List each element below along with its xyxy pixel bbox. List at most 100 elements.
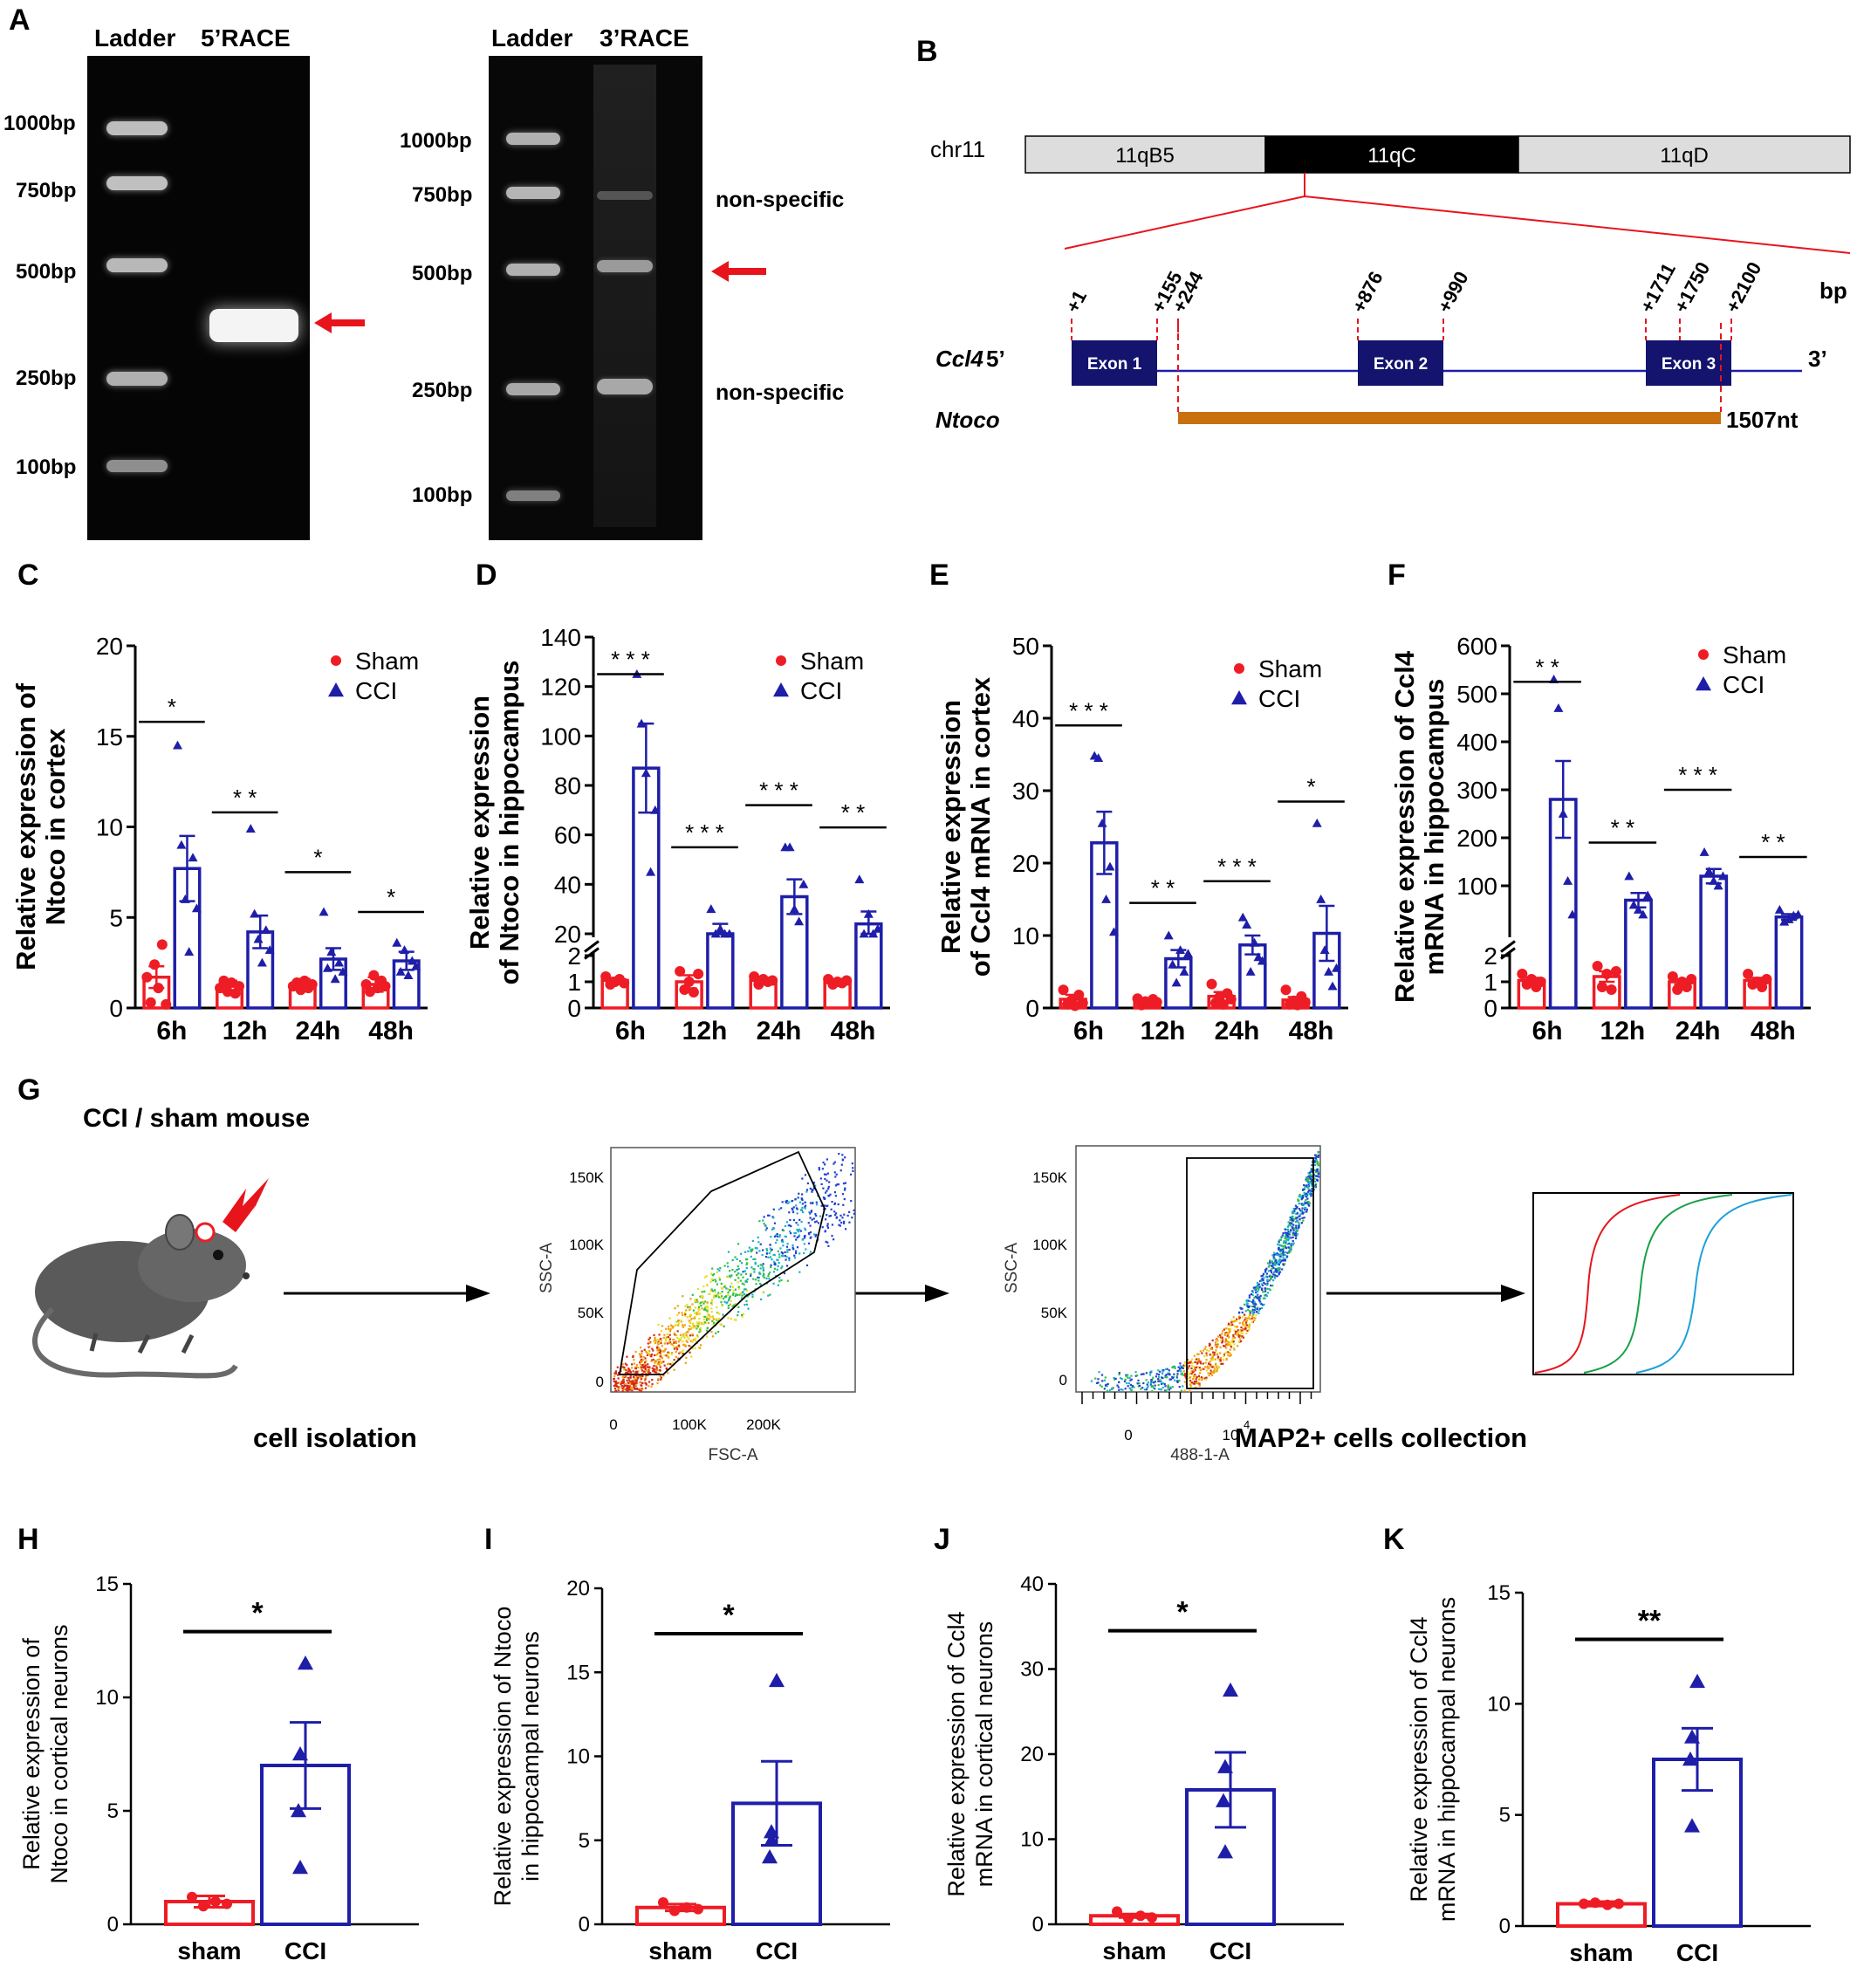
- flow2-dot: [1307, 1203, 1310, 1206]
- point-CCI-3: [292, 1860, 308, 1875]
- flow2-dot: [1292, 1242, 1295, 1244]
- flow1-dot: [697, 1308, 700, 1311]
- flow1-dot: [812, 1202, 814, 1205]
- flow2-dot: [1278, 1272, 1280, 1274]
- flow1-dot: [651, 1382, 654, 1386]
- flow1-dot: [634, 1380, 637, 1382]
- flow2-dot: [1251, 1320, 1253, 1323]
- flow1-dot: [660, 1338, 662, 1340]
- flow2-dot: [1258, 1285, 1261, 1288]
- flow2-dot: [1253, 1319, 1256, 1321]
- flow1-dot: [725, 1287, 728, 1290]
- point-cci-24h-1: [1242, 920, 1252, 929]
- point-cci-6h-4: [188, 853, 198, 862]
- flow2-dot: [1189, 1384, 1192, 1388]
- flow2-dot: [1294, 1220, 1298, 1224]
- flow2-dot: [1182, 1367, 1184, 1370]
- flow1-dot: [788, 1201, 791, 1203]
- flow2-dot: [1278, 1268, 1280, 1271]
- flow1-dot: [646, 1351, 648, 1354]
- gel1-label-1000: 1000bp: [3, 112, 76, 135]
- flow2-dot: [1309, 1174, 1312, 1176]
- flow1-dot: [843, 1189, 846, 1191]
- flow1-dot: [840, 1221, 843, 1224]
- flow1-dot: [772, 1282, 775, 1285]
- flow2-dot: [1296, 1233, 1299, 1236]
- flow1-dot: [674, 1333, 676, 1336]
- flow2-dot: [1296, 1217, 1299, 1219]
- flow2-dot: [1238, 1315, 1241, 1318]
- flow1-dot: [804, 1207, 806, 1210]
- point-cci-6h-2: [1097, 818, 1107, 827]
- point-sham-6h-0: [1058, 984, 1069, 996]
- flow1-dot: [814, 1235, 817, 1237]
- flow2-dot: [1296, 1206, 1299, 1209]
- flow2-dot: [1288, 1233, 1291, 1236]
- flow1-dot: [643, 1363, 646, 1366]
- flow1-dot: [839, 1214, 842, 1217]
- flow2-dot: [1183, 1373, 1187, 1375]
- flow2-dot: [1189, 1376, 1191, 1380]
- flow1-dot: [726, 1262, 729, 1265]
- flow2-dot: [1273, 1251, 1276, 1254]
- legend-label-sham: Sham: [1723, 641, 1786, 668]
- flow1-dot: [798, 1235, 800, 1238]
- flow2-dot: [1214, 1344, 1216, 1347]
- flow1-dot: [659, 1351, 661, 1354]
- flow2-dot: [1254, 1289, 1257, 1292]
- flow2-dot: [1262, 1291, 1264, 1293]
- flow1-dot: [676, 1345, 679, 1347]
- flow1-dot: [621, 1366, 624, 1368]
- flow1-dot: [629, 1382, 632, 1385]
- flow1-dot: [648, 1336, 651, 1340]
- flow1-dot: [792, 1206, 795, 1209]
- sig-stars: *: [1176, 1596, 1189, 1629]
- flow2-dot: [1292, 1233, 1294, 1237]
- flow2-dot: [1128, 1376, 1131, 1379]
- y-tick-label-low1: 1: [567, 969, 581, 996]
- flow2-dot: [1238, 1340, 1241, 1343]
- flow2-dot: [1275, 1253, 1278, 1256]
- flow1-dot: [759, 1243, 762, 1245]
- flow2-dot: [1295, 1212, 1298, 1215]
- flow2-dot: [1260, 1275, 1263, 1278]
- flow1-dot: [767, 1275, 770, 1278]
- flow1-dot: [673, 1347, 676, 1350]
- flow1-dot: [728, 1296, 731, 1299]
- flow1-dot: [799, 1209, 803, 1211]
- y-tick-label-low0: 0: [1484, 995, 1497, 1022]
- panel-letter-a: A: [9, 3, 31, 37]
- flow1-dot: [737, 1265, 739, 1268]
- y-tick-label-high3: 80: [554, 772, 581, 799]
- flow1-dot: [833, 1210, 836, 1213]
- flow1-dot: [718, 1277, 721, 1279]
- flow1-dot: [671, 1326, 674, 1329]
- flow2-dot: [1214, 1368, 1217, 1370]
- chromosome-label: chr11: [930, 136, 985, 162]
- flow2-dot: [1284, 1235, 1286, 1238]
- flow1-dot: [729, 1289, 731, 1292]
- flow1-dot: [674, 1307, 676, 1310]
- flow1-dot: [726, 1276, 729, 1278]
- flow1-dot: [736, 1293, 739, 1296]
- point-cci-12h-2: [715, 923, 725, 933]
- flow1-dot: [785, 1256, 788, 1258]
- flow1-dot: [823, 1197, 826, 1201]
- point-cci-48h-0: [854, 874, 865, 884]
- point-cci-24h-0: [319, 907, 329, 916]
- flow2-dot: [1273, 1275, 1276, 1278]
- flow2-dot: [1189, 1383, 1192, 1386]
- flow1-dot: [734, 1271, 737, 1273]
- flow1-dot: [682, 1335, 686, 1338]
- flow1-dot: [673, 1332, 675, 1334]
- position-label-3: +876: [1347, 268, 1387, 316]
- flow2-dot: [1311, 1183, 1313, 1186]
- flow1-dot: [780, 1267, 783, 1270]
- flow1-dot: [621, 1381, 624, 1384]
- flow1-dot: [628, 1379, 631, 1381]
- flow1-xlabel: FSC-A: [709, 1446, 758, 1464]
- flow2-dot: [1120, 1378, 1123, 1381]
- flow1-dot: [812, 1233, 816, 1236]
- flow2-dot: [1260, 1287, 1264, 1290]
- flow2-dot: [1292, 1228, 1294, 1231]
